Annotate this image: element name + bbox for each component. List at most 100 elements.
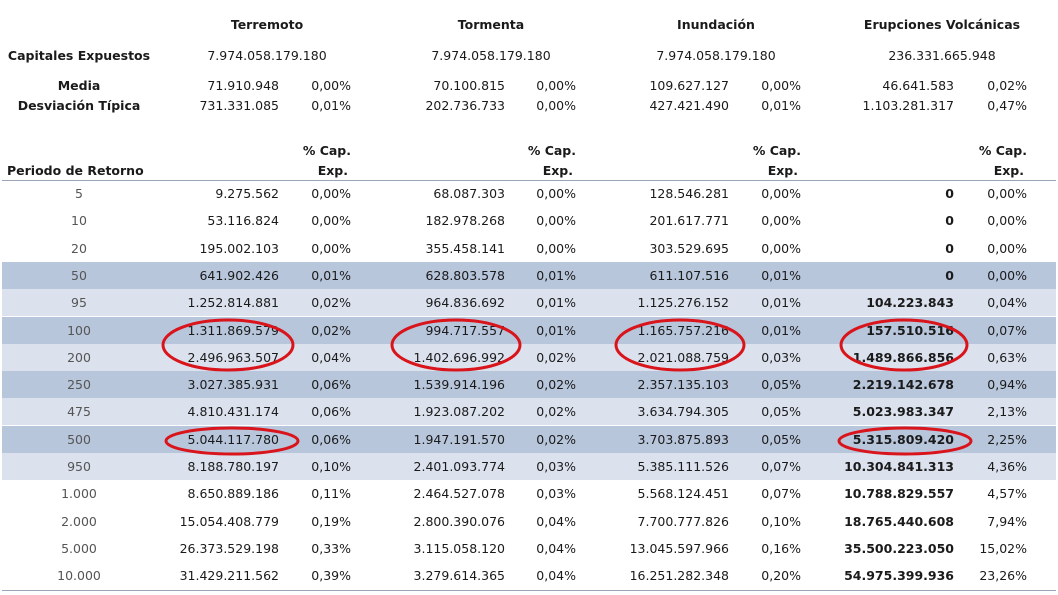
pct-cell: 0,03% [536, 486, 576, 502]
pct-cell: 0,02% [536, 404, 576, 420]
desviacion-value: 427.421.490 [649, 98, 729, 113]
loss-value-cell: 2.219.142.678 [852, 377, 954, 393]
pct-cell: 0,00% [761, 213, 801, 229]
pct-cell: 0,10% [761, 513, 801, 529]
media-pct: 0,02% [987, 78, 1027, 93]
pct-cell: 0,00% [311, 240, 351, 256]
loss-value-cell: 10.788.829.557 [844, 486, 954, 502]
loss-value-cell: 5.023.983.347 [852, 404, 954, 420]
loss-value-cell: 355.458.141 [425, 240, 505, 256]
loss-value-cell: 0 [945, 240, 954, 256]
loss-value-cell: 628.803.578 [425, 267, 505, 283]
capitales-label: Capitales Expuestos [7, 48, 151, 63]
periodo-header: Periodo de Retorno [7, 163, 144, 178]
hazard-header: Inundación [677, 17, 755, 32]
media-value: 46.641.583 [882, 78, 954, 93]
loss-value-cell: 994.717.557 [425, 322, 505, 338]
loss-value-cell: 4.810.431.174 [187, 404, 279, 420]
pct-cell: 0,07% [761, 486, 801, 502]
pct-cell: 2,13% [987, 404, 1027, 420]
pct-cell: 0,00% [761, 186, 801, 201]
pct-cell: 0,02% [311, 322, 351, 338]
loss-value-cell: 31.429.211.562 [179, 568, 279, 584]
pct-cell: 23,26% [979, 568, 1027, 584]
loss-value-cell: 9.275.562 [215, 186, 279, 201]
pct-cell: 0,01% [761, 295, 801, 311]
pct-cell: 0,00% [761, 240, 801, 256]
loss-value-cell: 2.464.527.078 [413, 486, 505, 502]
period-cell: 100 [67, 322, 91, 338]
hazard-header: Terremoto [230, 17, 304, 32]
loss-value-cell: 26.373.529.198 [179, 540, 279, 556]
pct-header-line1: % Cap. [527, 143, 576, 158]
pct-cell: 0,00% [311, 186, 351, 201]
desviacion-value: 731.331.085 [199, 98, 279, 113]
loss-value-cell: 1.402.696.992 [413, 349, 505, 365]
pct-cell: 0,01% [311, 267, 351, 283]
capitales-value: 7.974.058.179.180 [431, 48, 551, 63]
pct-cell: 0,05% [761, 377, 801, 393]
loss-value-cell: 5.568.124.451 [637, 486, 729, 502]
pct-cell: 0,06% [311, 404, 351, 420]
desviacion-value: 202.736.733 [425, 98, 505, 113]
period-cell: 50 [71, 267, 87, 283]
loss-value-cell: 2.800.390.076 [413, 513, 505, 529]
loss-value-cell: 1.165.757.216 [637, 322, 729, 338]
row-band [2, 261, 1056, 289]
pct-cell: 0,04% [536, 513, 576, 529]
pct-cell: 0,01% [536, 322, 576, 338]
loss-value-cell: 54.975.399.936 [844, 568, 954, 584]
pct-cell: 0,00% [311, 213, 351, 229]
loss-value-cell: 18.765.440.608 [844, 513, 954, 529]
highlight-ellipse [164, 426, 300, 456]
media-pct: 0,00% [761, 78, 801, 93]
loss-value-cell: 53.116.824 [207, 213, 279, 229]
pct-cell: 0,01% [536, 295, 576, 311]
row-band [2, 398, 1056, 426]
highlight-ellipse [614, 318, 746, 372]
loss-value-cell: 1.252.814.881 [187, 295, 279, 311]
loss-value-cell: 1.311.869.579 [187, 322, 279, 338]
pct-cell: 0,00% [536, 213, 576, 229]
loss-value-cell: 641.902.426 [199, 267, 279, 283]
pct-cell: 4,57% [987, 486, 1027, 502]
hazard-header: Tormenta [457, 17, 525, 32]
pct-cell: 0,11% [311, 486, 351, 502]
loss-value-cell: 68.087.303 [433, 186, 505, 201]
period-cell: 500 [67, 431, 91, 447]
loss-value-cell: 1.125.276.152 [637, 295, 729, 311]
pct-cell: 0,00% [987, 213, 1027, 229]
desviacion-pct: 0,01% [761, 98, 801, 113]
pct-cell: 2,25% [987, 431, 1027, 447]
pct-cell: 0,04% [536, 540, 576, 556]
pct-cell: 4,36% [987, 459, 1027, 474]
media-value: 70.100.815 [433, 78, 505, 93]
loss-value-cell: 8.188.780.197 [187, 459, 279, 474]
period-cell: 5 [75, 186, 83, 201]
desviacion-label: Desviación Típica [17, 98, 141, 113]
period-cell: 200 [67, 349, 91, 365]
period-cell: 20 [71, 240, 87, 256]
loss-value-cell: 7.700.777.826 [637, 513, 729, 529]
media-value: 109.627.127 [649, 78, 729, 93]
loss-value-cell: 2.357.135.103 [637, 377, 729, 393]
pct-cell: 0,02% [536, 349, 576, 365]
loss-value-cell: 964.836.692 [425, 295, 505, 311]
highlight-ellipse [839, 318, 969, 372]
period-cell: 950 [67, 459, 91, 474]
period-cell: 250 [67, 377, 91, 393]
loss-value-cell: 0 [945, 267, 954, 283]
pct-cell: 0,02% [536, 377, 576, 393]
loss-value-cell: 35.500.223.050 [844, 540, 954, 556]
pct-cell: 0,00% [987, 186, 1027, 201]
period-cell: 5.000 [61, 540, 97, 556]
period-cell: 2.000 [61, 513, 97, 529]
pct-cell: 0,01% [536, 267, 576, 283]
pct-header-line1: % Cap. [302, 143, 351, 158]
loss-value-cell: 2.401.093.774 [413, 459, 505, 474]
pct-cell: 0,07% [987, 322, 1027, 338]
row-band [2, 343, 1056, 371]
capitales-value: 236.331.665.948 [888, 48, 996, 63]
desviacion-pct: 0,47% [987, 98, 1027, 113]
pct-header-line1: % Cap. [978, 143, 1027, 158]
